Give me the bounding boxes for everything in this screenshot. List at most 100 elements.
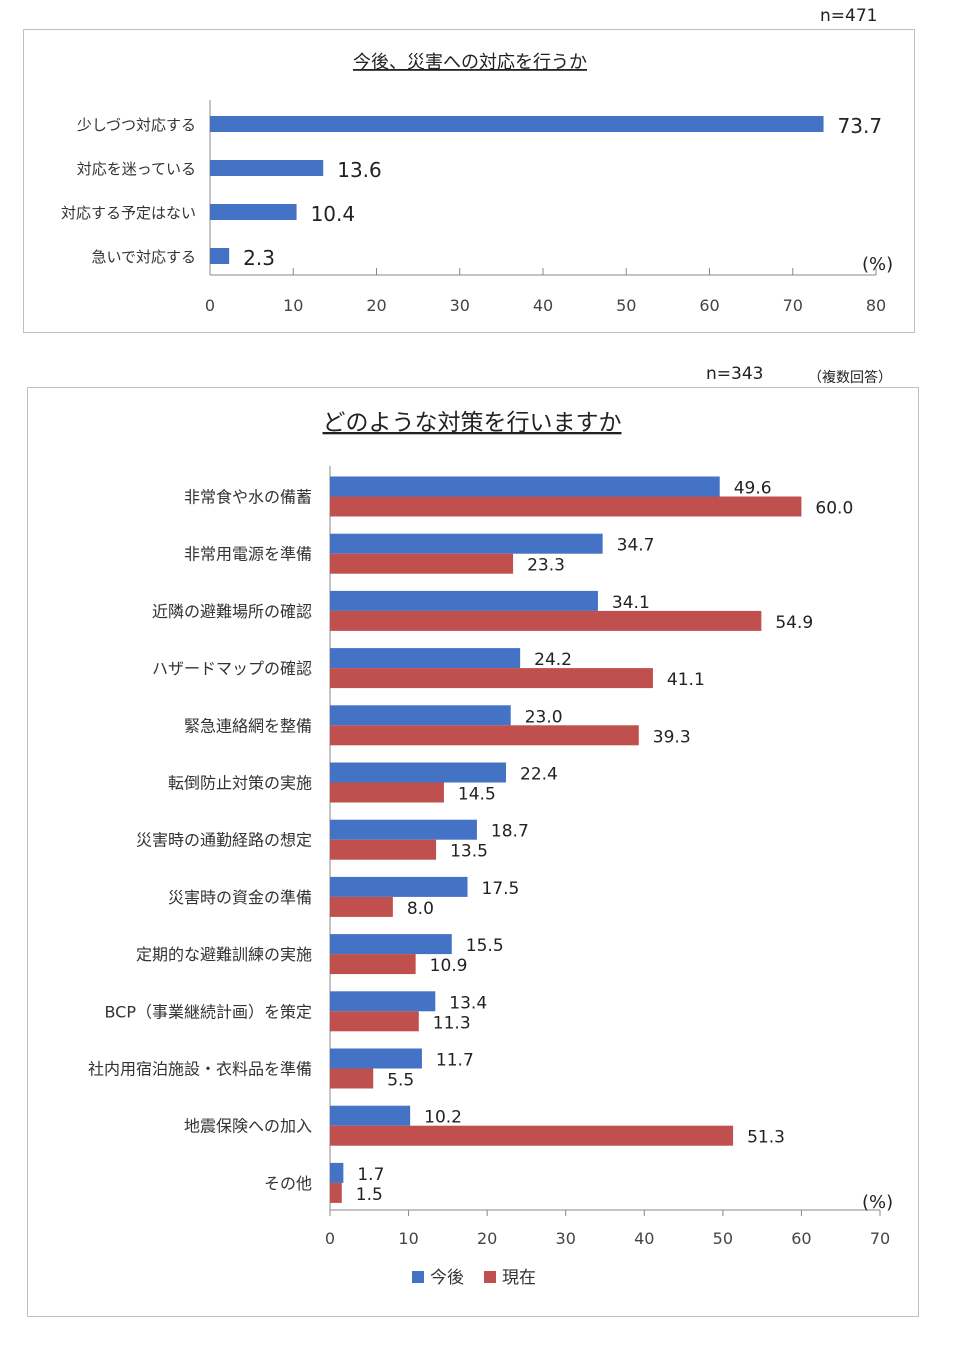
chart2-bar-current [330,954,416,975]
chart2-data-label-future: 22.4 [520,765,558,785]
multiple-answer-note: （複数回答） [808,370,892,386]
chart2-bar-future [330,876,468,897]
chart2-data-label-current: 60.0 [815,499,853,519]
chart2-legend-label: 今後 [430,1268,464,1288]
chart1-category-label: 少しづつ対応する [77,116,196,134]
chart2-category-label: BCP（事業継続計画）を策定 [104,1002,312,1021]
chart2-data-label-current: 41.1 [667,670,705,690]
chart2-bar-future [330,590,598,611]
chart2-bar-current [330,839,437,860]
chart2-data-label-future: 34.7 [617,536,655,556]
chart2-category-label: 非常食や水の備蓄 [184,488,312,507]
chart2-category-label: 災害時の通勤経路の想定 [136,831,312,850]
chart2-legend-swatch [412,1271,424,1283]
chart2-data-label-future: 23.0 [525,707,563,727]
chart1-x-tick-label: 60 [699,296,719,315]
chart2-bar-current [330,1011,419,1032]
chart1-x-tick-label: 80 [866,296,886,315]
chart2-bar-current [330,1068,374,1089]
chart1-bar [210,248,230,264]
chart1-category-label: 急いで対応する [91,248,196,266]
chart2-x-tick-label: 40 [634,1229,654,1248]
chart1-x-tick-label: 70 [783,296,803,315]
chart2-bar-future [330,705,511,726]
chart1-x-tick-label: 50 [616,296,636,315]
chart2-data-label-future: 15.5 [466,936,504,956]
chart2-category-label: 非常用電源を準備 [184,545,312,564]
chart2-data-label-current: 1.5 [356,1185,383,1205]
chart2-category-label: 転倒防止対策の実施 [168,774,312,793]
chart2-bar-current [330,496,802,517]
chart2-x-tick-label: 60 [791,1229,811,1248]
chart2-category-label: ハザードマップの確認 [152,659,312,678]
chart1-x-tick-label: 0 [205,296,215,315]
chart2-data-label-current: 23.3 [527,556,565,576]
chart2-bar-future [330,533,603,554]
chart1-bar [210,116,824,132]
chart2-data-label-future: 34.1 [612,593,650,613]
chart2-category-label: 近隣の避難場所の確認 [152,602,312,621]
chart2-bar-current [330,668,653,689]
chart2-bar-future [330,762,506,783]
chart1-x-tick-label: 10 [283,296,303,315]
chart2-bar-future [330,819,477,840]
chart2-category-label: その他 [264,1174,312,1193]
chart1-x-tick-label: 40 [533,296,553,315]
chart1-category-label: 対応する予定はない [61,204,196,222]
chart2-bar-current [330,553,514,574]
chart1-category-label: 対応を迷っている [77,160,196,178]
chart2-bar-future [330,991,436,1012]
chart2-data-label-future: 49.6 [734,479,772,499]
chart1-bar [210,204,297,220]
chart1-data-label: 13.6 [337,158,382,182]
chart2-data-label-future: 24.2 [534,650,572,670]
chart2-data-label-current: 10.9 [430,956,468,976]
chart2-x-tick-label: 0 [325,1229,335,1248]
chart-panel-2 [27,387,919,1317]
chart2-bar-future [330,1105,411,1126]
chart2-data-label-current: 11.3 [433,1013,471,1033]
chart2-bar-current [330,782,444,803]
chart2-category-label: 災害時の資金の準備 [168,888,312,907]
chart1-unit-label: (%) [862,254,893,275]
chart2-x-tick-label: 10 [398,1229,418,1248]
chart2-bar-future [330,934,452,955]
chart2-bar-future [330,648,521,669]
chart2-data-label-current: 5.5 [387,1071,414,1091]
chart2-x-tick-label: 20 [477,1229,497,1248]
chart1-data-label: 73.7 [838,114,883,138]
chart2-data-label-future: 11.7 [436,1051,474,1071]
chart2-bar-current [330,896,393,917]
chart1-title: 今後、災害への対応を行うか [353,52,587,73]
chart1-x-tick-label: 30 [450,296,470,315]
chart2-legend-swatch [484,1271,496,1283]
chart2-x-tick-label: 70 [870,1229,890,1248]
chart2-category-label: 定期的な避難訓練の実施 [136,945,312,964]
chart2-data-label-future: 17.5 [482,879,520,899]
chart2-title: どのような対策を行いますか [323,410,622,436]
chart1-x-tick-label: 20 [366,296,386,315]
chart2-x-tick-label: 50 [713,1229,733,1248]
chart2-bar-future [330,476,720,497]
chart2-data-label-future: 13.4 [449,993,487,1013]
sample-size-note-2: n=343 [706,364,764,384]
chart2-unit-label: (%) [862,1192,893,1213]
chart1-data-label: 2.3 [243,246,275,270]
chart2-data-label-current: 8.0 [407,899,434,919]
chart2-data-label-future: 10.2 [424,1108,462,1128]
chart1-bar [210,160,324,176]
chart2-data-label-future: 1.7 [357,1165,384,1185]
chart2-bar-current [330,725,639,746]
chart2-data-label-future: 18.7 [491,822,529,842]
chart2-data-label-current: 14.5 [458,785,496,805]
chart2-bar-future [330,1162,344,1183]
chart2-bar-current [330,1182,342,1203]
chart2-data-label-current: 39.3 [653,727,691,747]
sample-size-note-1: n=471 [820,6,878,26]
chart2-legend-label: 現在 [502,1268,536,1288]
chart1-data-label: 10.4 [311,202,356,226]
chart2-data-label-current: 54.9 [775,613,813,633]
chart2-category-label: 緊急連絡網を整備 [184,716,312,735]
chart2-bar-future [330,1048,422,1069]
chart2-x-tick-label: 30 [556,1229,576,1248]
